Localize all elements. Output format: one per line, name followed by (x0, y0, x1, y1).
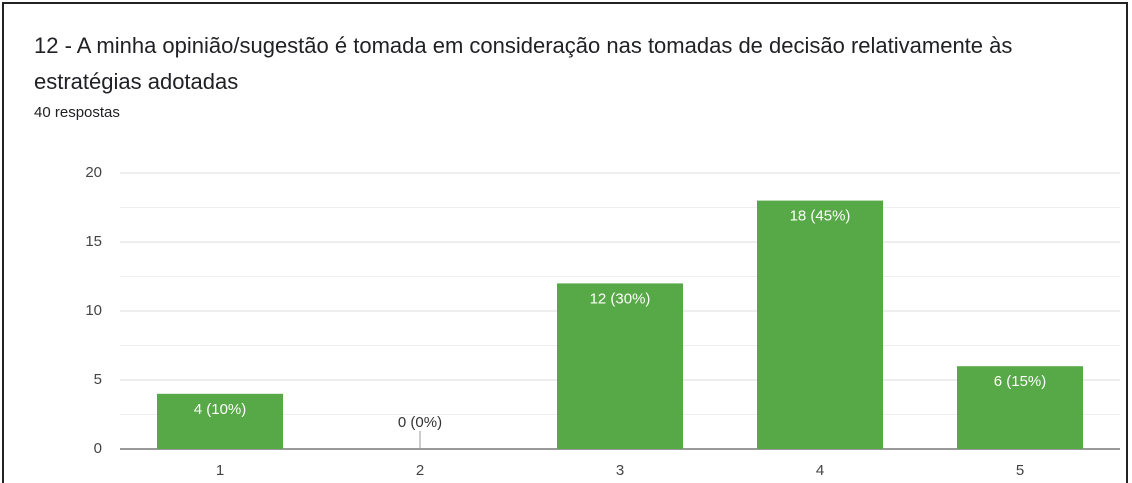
x-tick-label: 1 (216, 462, 224, 479)
bar (557, 283, 683, 449)
y-tick-label: 10 (85, 302, 102, 319)
y-tick-label: 15 (85, 233, 102, 250)
chart-subtitle: 40 respostas (34, 104, 120, 121)
value-label: 6 (15%) (994, 373, 1047, 390)
bar (757, 200, 883, 449)
chart-title: 12 - A minha opinião/sugestão é tomada e… (34, 33, 1013, 94)
y-tick-label: 0 (94, 440, 102, 457)
y-tick-label: 20 (85, 164, 102, 181)
x-tick-label: 2 (416, 462, 424, 479)
value-label: 0 (0%) (398, 414, 442, 431)
bar (157, 393, 283, 449)
bar (957, 366, 1083, 449)
value-label: 18 (45%) (790, 208, 851, 225)
x-tick-label: 4 (816, 462, 824, 479)
x-tick-label: 5 (1016, 462, 1024, 479)
value-label: 12 (30%) (590, 290, 651, 307)
x-tick-label: 3 (616, 462, 624, 479)
value-label: 4 (10%) (194, 401, 247, 418)
y-tick-label: 5 (94, 371, 102, 388)
